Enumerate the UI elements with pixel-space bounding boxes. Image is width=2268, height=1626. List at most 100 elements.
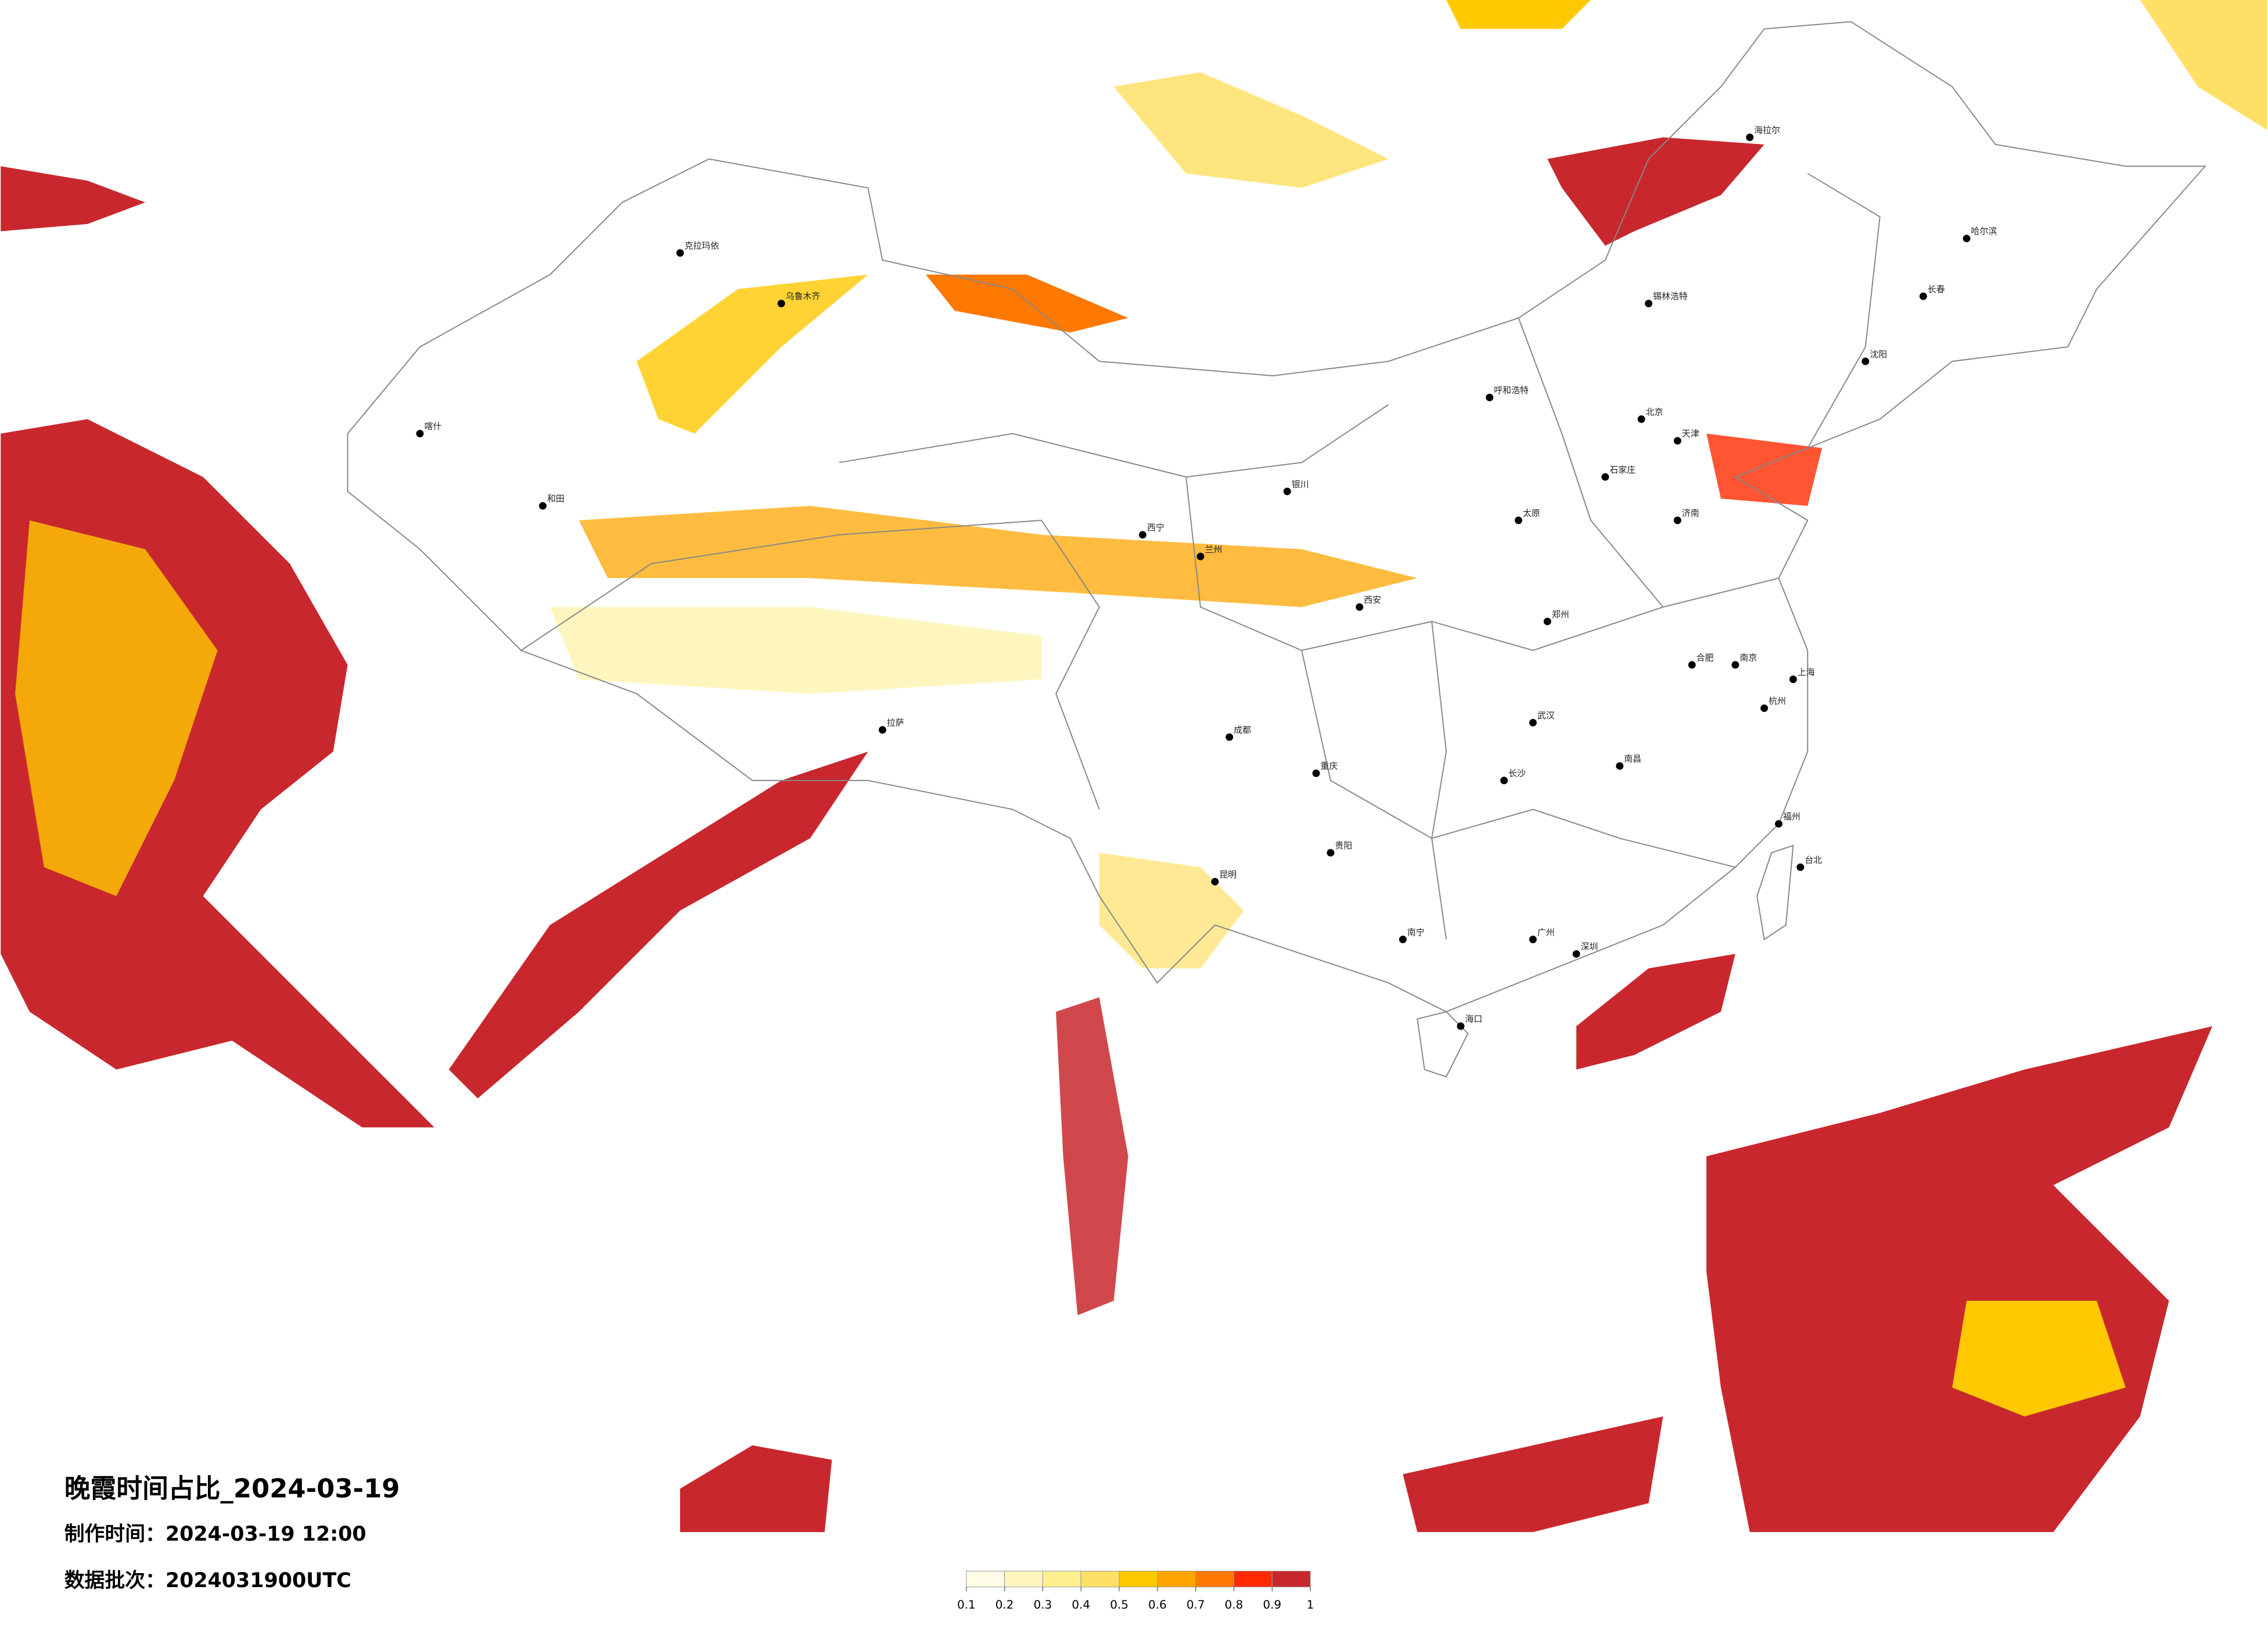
city-dot [1356, 603, 1364, 611]
colorbar-swatch [1119, 1570, 1158, 1588]
city-dot [1312, 769, 1320, 778]
city-dot [1515, 516, 1523, 524]
sunset-field [1, 0, 2267, 1533]
city-label: 上海 [1798, 667, 1815, 677]
field-patch [448, 751, 868, 1099]
colorbar-swatch [1271, 1570, 1311, 1588]
colorbar-swatch [1004, 1570, 1043, 1588]
city-label: 长春 [1928, 284, 1945, 294]
city-dot [1775, 820, 1783, 828]
city-label: 重庆 [1321, 761, 1338, 771]
city-label: 太原 [1523, 508, 1540, 519]
province-line [1301, 650, 1736, 868]
city-label: 南昌 [1624, 754, 1641, 764]
province-line [1185, 477, 1779, 652]
city-dot [1673, 437, 1681, 445]
field-patch [578, 506, 1418, 607]
field-patch [1706, 433, 1823, 506]
city-dot [1211, 877, 1219, 886]
city-label: 合肥 [1696, 652, 1714, 663]
colorbar-label: 0.3 [1034, 1598, 1052, 1611]
city-label: 和田 [547, 494, 565, 504]
city-dot [1760, 704, 1769, 713]
city-label: 西宁 [1147, 522, 1164, 533]
city-dot [1963, 235, 1971, 243]
city-label: 锡林浩特 [1653, 291, 1688, 301]
field-patch [1952, 1301, 2126, 1417]
city-dot [1543, 617, 1551, 625]
city-dot [676, 249, 684, 257]
field-patch [1403, 1416, 1663, 1533]
city-dot [1327, 848, 1335, 857]
colorbar-label: 0.5 [1110, 1598, 1128, 1611]
city-label: 哈尔滨 [1971, 226, 1997, 236]
field-patch [1547, 137, 1764, 246]
field-patch [549, 607, 1042, 694]
city-label: 南京 [1739, 652, 1757, 663]
colorbar-label: 0.7 [1187, 1598, 1205, 1611]
city-label: 克拉玛依 [684, 240, 719, 251]
city-dot [1919, 292, 1927, 300]
field-patch [1099, 852, 1244, 969]
city-dot [1688, 661, 1696, 669]
field-patch [637, 274, 868, 434]
city-dot [1572, 950, 1580, 958]
city-label: 郑州 [1552, 609, 1569, 620]
colorbar-label: 0.8 [1225, 1598, 1243, 1611]
city-label: 杭州 [1769, 696, 1786, 706]
city-dot [1399, 936, 1407, 944]
field-patch [1446, 0, 1591, 29]
cities: 北京天津石家庄太原呼和浩特济南郑州西安银川兰州西宁乌鲁木齐拉萨成都重庆贵阳昆明南… [416, 125, 1997, 1030]
colorbar-label: 0.6 [1148, 1598, 1167, 1611]
city-label: 济南 [1682, 508, 1699, 519]
field-patch [1, 166, 146, 232]
province-line [1431, 621, 1447, 940]
city-label: 呼和浩特 [1494, 385, 1529, 395]
colorbar-label: 1 [1307, 1598, 1314, 1611]
colorbar-label: 0.9 [1263, 1598, 1281, 1611]
city-label: 台北 [1805, 855, 1822, 865]
city-dot [1529, 718, 1537, 726]
city-dot [1796, 863, 1805, 871]
colorbar-swatch [1080, 1570, 1120, 1588]
province-line [1807, 172, 1881, 449]
city-dot [1486, 393, 1494, 401]
city-label: 武汉 [1537, 710, 1555, 721]
colorbar-label: 0.4 [1072, 1598, 1090, 1611]
city-label: 石家庄 [1609, 465, 1636, 475]
city-label: 北京 [1646, 406, 1663, 417]
field-patch [926, 274, 1128, 333]
city-label: 长沙 [1508, 768, 1526, 779]
city-dot [1637, 415, 1645, 423]
city-label: 西安 [1364, 595, 1381, 605]
city-dot [1529, 936, 1537, 944]
colorbar-swatch [966, 1570, 1005, 1588]
city-label: 海拉尔 [1754, 125, 1780, 135]
city-label: 乌鲁木齐 [786, 291, 821, 301]
field-patch [1576, 954, 1735, 1070]
colorbar-swatch [1234, 1570, 1273, 1588]
city-label: 银川 [1292, 479, 1309, 490]
city-label: 广州 [1537, 927, 1555, 937]
city-dot [1601, 473, 1609, 481]
field-patch [1056, 997, 1128, 1315]
made-time: 制作时间：2024-03-19 12:00 [64, 1523, 366, 1546]
city-label: 沈阳 [1870, 349, 1887, 359]
island-outline [1756, 844, 1794, 941]
city-label: 天津 [1682, 429, 1699, 439]
city-dot [1616, 762, 1624, 770]
city-dot [1861, 357, 1870, 365]
city-dot [1645, 300, 1653, 308]
province-line [520, 519, 1100, 810]
city-label: 深圳 [1581, 941, 1598, 952]
title: 晚霞时间占比_2024-03-19 [64, 1473, 400, 1503]
field-patch [1706, 1026, 2213, 1533]
city-label: 昆明 [1219, 869, 1237, 880]
city-label: 兰州 [1205, 544, 1222, 555]
city-dot [1746, 133, 1754, 141]
city-dot [1789, 675, 1797, 684]
city-label: 喀什 [424, 421, 441, 431]
city-dot [1731, 661, 1739, 669]
city-dot [1457, 1022, 1465, 1030]
